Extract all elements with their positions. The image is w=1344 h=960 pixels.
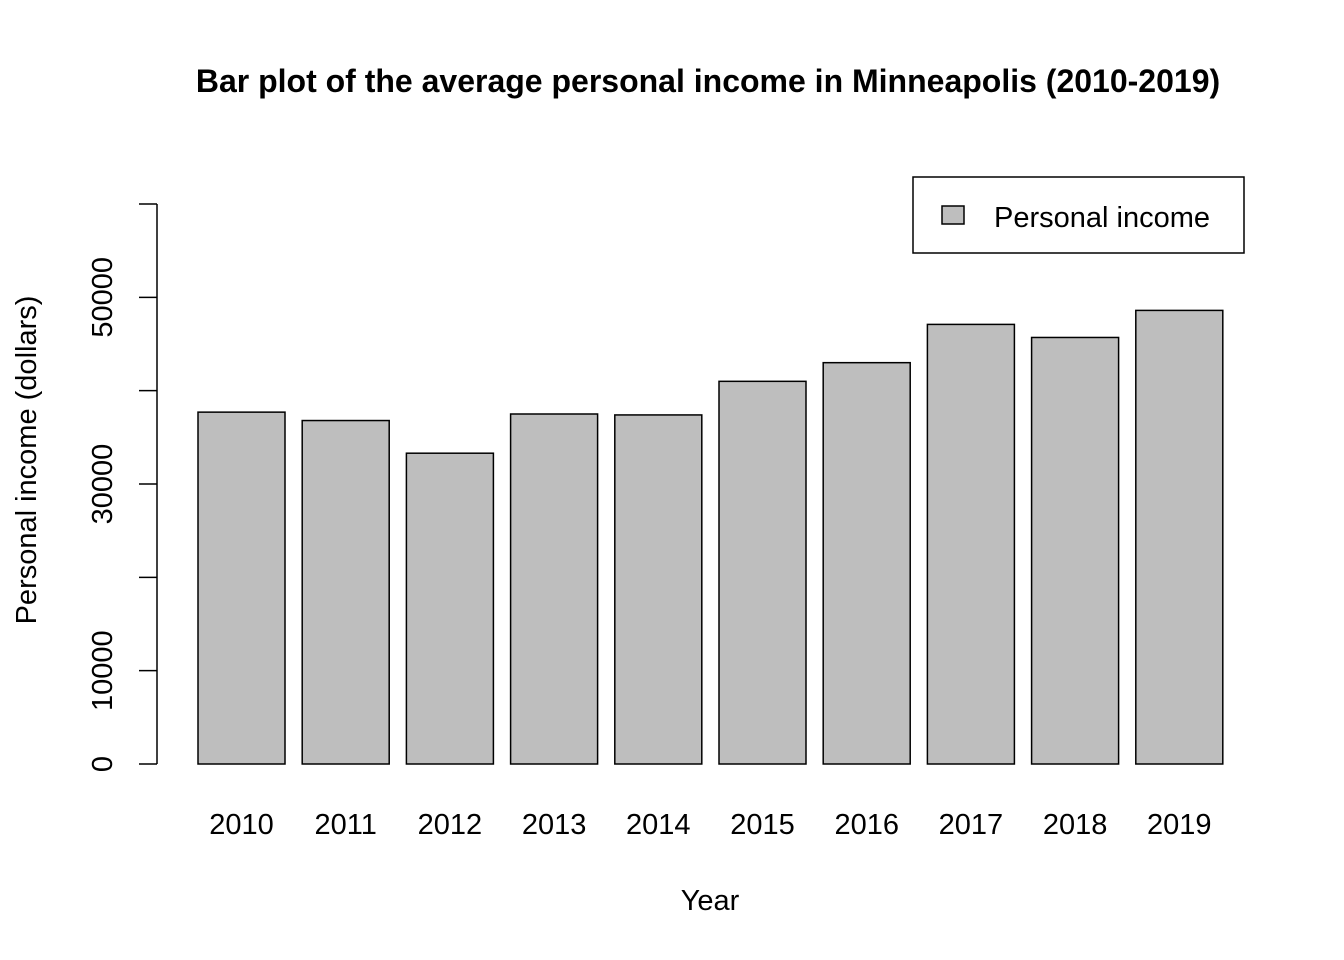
bar-2016 [822, 361, 911, 765]
y-tick-label: 30000 [87, 444, 119, 525]
x-tick-label: 2015 [730, 809, 795, 841]
y-axis: 0 10000 30000 50000 [87, 203, 158, 772]
bar-2015 [718, 380, 807, 765]
legend-swatch [941, 205, 965, 225]
bar-2017 [926, 323, 1016, 765]
legend: Personal income [912, 176, 1245, 254]
bars [197, 309, 1224, 765]
x-tick-label: 2012 [418, 809, 483, 841]
x-tick-label: 2014 [626, 809, 691, 841]
legend-label: Personal income [994, 202, 1210, 234]
x-tick-label: 2011 [315, 809, 377, 841]
x-tick-label: 2018 [1043, 809, 1108, 841]
bar-2019 [1135, 309, 1224, 765]
x-tick-label: 2013 [522, 809, 587, 841]
x-tick-labels: 2010 2011 2012 2013 2014 2015 2016 2017 2018 2019 [209, 809, 1211, 841]
y-axis-label: Personal income (dollars) [11, 296, 43, 625]
bar-2014 [614, 414, 703, 765]
x-axis-label: Year [681, 885, 740, 917]
legend-box [912, 176, 1245, 254]
bar-2013 [509, 413, 599, 765]
y-tick-label: 0 [87, 756, 119, 772]
bar-2012 [405, 452, 495, 765]
x-tick-label: 2017 [939, 809, 1004, 841]
x-tick-label: 2019 [1147, 809, 1212, 841]
x-tick-label: 2010 [209, 809, 274, 841]
y-tick-label: 10000 [87, 630, 119, 711]
x-tick-label: 2016 [834, 809, 899, 841]
bar-2011 [301, 419, 390, 765]
chart-title: Bar plot of the average personal income … [196, 63, 1220, 99]
bar-2018 [1030, 336, 1120, 765]
y-tick-label: 50000 [87, 257, 119, 338]
bar-2010 [197, 411, 286, 765]
